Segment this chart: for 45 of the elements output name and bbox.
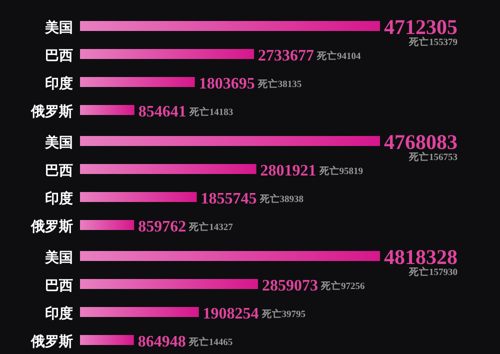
text: 死亡156753 <box>408 151 458 163</box>
annotation: 死亡14183 <box>188 106 234 118</box>
data-label: 2859073 <box>262 278 318 294</box>
data-label: 1855745 <box>200 190 257 208</box>
bar <box>80 136 380 146</box>
y-tick-label: 俄罗斯 <box>30 334 73 350</box>
bar <box>80 220 134 230</box>
data-label: 2733677 <box>258 48 314 64</box>
bar <box>80 105 134 115</box>
y-tick-label: 俄罗斯 <box>30 104 73 120</box>
bar <box>80 279 258 289</box>
y-tick-label: 巴西 <box>45 49 73 64</box>
y-tick-label: 印度 <box>45 75 73 92</box>
y-tick-label: 巴西 <box>45 279 73 294</box>
bar <box>80 21 380 31</box>
y-tick-label: 美国 <box>44 19 73 36</box>
annotation: 死亡97256 <box>320 280 366 292</box>
data-label: 854641 <box>138 104 186 120</box>
bar <box>80 77 195 87</box>
text: 死亡155379 <box>408 36 458 48</box>
bar <box>80 192 197 202</box>
y-tick-label: 巴西 <box>45 164 73 179</box>
annotation: 死亡38938 <box>258 193 304 205</box>
bar <box>80 164 256 174</box>
data-label: 1803695 <box>198 76 255 92</box>
text: 死亡157930 <box>408 266 458 278</box>
annotation: 死亡39795 <box>260 308 306 320</box>
bar <box>80 335 134 345</box>
annotation: 死亡94104 <box>316 50 362 62</box>
annotation: 死亡14327 <box>188 221 234 233</box>
y-tick-label: 俄罗斯 <box>30 219 73 235</box>
bar <box>80 251 380 261</box>
y-tick-label: 美国 <box>44 249 73 266</box>
annotation: 死亡95819 <box>318 165 364 177</box>
y-tick-label: 印度 <box>45 190 73 207</box>
y-tick-label: 美国 <box>44 134 73 151</box>
annotation: 死亡38135 <box>256 78 302 90</box>
annotation: 死亡14465 <box>188 336 233 348</box>
y-tick-label: 印度 <box>45 305 73 322</box>
data-label: 864948 <box>138 334 186 350</box>
bar <box>80 49 254 59</box>
bar <box>80 307 199 317</box>
data-label: 2801921 <box>260 162 316 180</box>
data-label: 1908254 <box>202 306 259 322</box>
data-label: 859762 <box>138 218 186 236</box>
